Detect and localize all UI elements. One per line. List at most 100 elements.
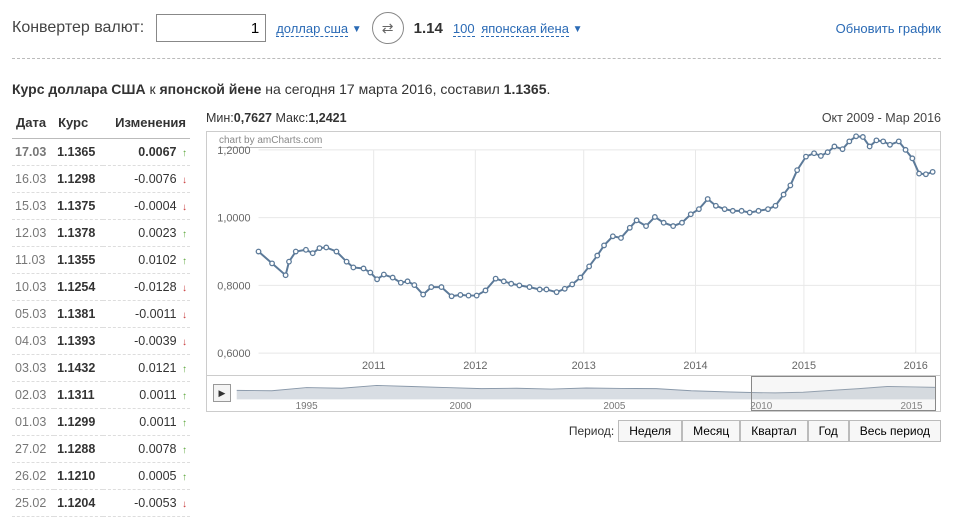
cell-rate: 1.1298 — [54, 166, 103, 193]
to-currency-label[interactable]: японская йена — [481, 21, 569, 37]
table-row: 10.031.1254-0.0128 ↓ — [12, 274, 190, 301]
cell-rate: 1.1311 — [54, 382, 103, 409]
cell-date: 01.03 — [12, 409, 54, 436]
cell-chg: -0.0039 ↓ — [103, 328, 190, 355]
headline-rate: 1.1365 — [504, 81, 547, 97]
rates-header-row: Дата Курс Изменения — [12, 111, 190, 139]
content-row: Дата Курс Изменения 17.031.13650.0067 ↑1… — [12, 111, 941, 517]
table-row: 04.031.1393-0.0039 ↓ — [12, 328, 190, 355]
chart-range-label: Окт 2009 - Мар 2016 — [822, 111, 941, 125]
to-currency-prefix[interactable]: 100 — [453, 21, 475, 37]
th-rate: Курс — [54, 111, 103, 139]
table-row: 27.021.12880.0078 ↑ — [12, 436, 190, 463]
cell-rate: 1.1288 — [54, 436, 103, 463]
table-row: 17.031.13650.0067 ↑ — [12, 139, 190, 166]
cell-date: 02.03 — [12, 382, 54, 409]
chart-max-val: 1,2421 — [308, 111, 346, 125]
table-row: 11.031.13550.0102 ↑ — [12, 247, 190, 274]
chart-box[interactable]: chart by amCharts.com 0,60000,80001,0000… — [206, 131, 941, 376]
table-row: 12.031.13780.0023 ↑ — [12, 220, 190, 247]
cell-date: 10.03 — [12, 274, 54, 301]
cell-date: 05.03 — [12, 301, 54, 328]
cell-rate: 1.1381 — [54, 301, 103, 328]
cell-chg: 0.0121 ↑ — [103, 355, 190, 382]
chart-min-val: 0,7627 — [234, 111, 272, 125]
svg-text:2016: 2016 — [904, 360, 928, 372]
cell-date: 17.03 — [12, 139, 54, 166]
cell-chg: 0.0067 ↑ — [103, 139, 190, 166]
amount-input[interactable] — [156, 14, 266, 42]
period-button[interactable]: Месяц — [682, 420, 740, 442]
refresh-link[interactable]: Обновить график — [836, 21, 941, 36]
chart-min-label: Мин: — [206, 111, 234, 125]
cell-chg: 0.0023 ↑ — [103, 220, 190, 247]
svg-text:1,2000: 1,2000 — [217, 145, 250, 157]
period-label: Период: — [569, 424, 614, 438]
cell-date: 25.02 — [12, 490, 54, 517]
svg-text:2013: 2013 — [572, 360, 596, 372]
svg-text:2005: 2005 — [603, 401, 626, 411]
to-currency[interactable]: 100 японская йена ▼ — [453, 21, 583, 36]
chart-header: Мин:0,7627 Макс:1,2421 Окт 2009 - Мар 20… — [206, 111, 941, 131]
period-row: Период: НеделяМесяцКварталГодВесь период — [206, 420, 941, 442]
cell-rate: 1.1432 — [54, 355, 103, 382]
period-button[interactable]: Неделя — [618, 420, 682, 442]
table-row: 05.031.1381-0.0011 ↓ — [12, 301, 190, 328]
svg-text:2015: 2015 — [792, 360, 816, 372]
cell-rate: 1.1299 — [54, 409, 103, 436]
scrubber-box[interactable]: ▶ 19952000200520102015 — [206, 376, 941, 412]
period-button[interactable]: Год — [808, 420, 849, 442]
cell-date: 04.03 — [12, 328, 54, 355]
th-chg: Изменения — [103, 111, 190, 139]
period-button[interactable]: Весь период — [849, 420, 941, 442]
converter-title: Конвертер валют: — [12, 19, 144, 37]
svg-text:1,0000: 1,0000 — [217, 213, 250, 225]
cell-chg: 0.0005 ↑ — [103, 463, 190, 490]
cell-chg: -0.0076 ↓ — [103, 166, 190, 193]
headline-bold2: японской йене — [159, 81, 261, 97]
chart-svg[interactable]: 0,60000,80001,00001,20002011201220132014… — [207, 132, 940, 375]
headline-bold1: Курс доллара США — [12, 81, 146, 97]
converter-bar: Конвертер валют: доллар сша ▼ ⇄ 1.14 100… — [12, 12, 941, 59]
svg-text:1995: 1995 — [296, 401, 319, 411]
cell-date: 03.03 — [12, 355, 54, 382]
cell-rate: 1.1393 — [54, 328, 103, 355]
cell-rate: 1.1375 — [54, 193, 103, 220]
chevron-down-icon: ▼ — [573, 24, 583, 35]
table-row: 26.021.12100.0005 ↑ — [12, 463, 190, 490]
cell-chg: -0.0128 ↓ — [103, 274, 190, 301]
period-button[interactable]: Квартал — [740, 420, 807, 442]
svg-text:2014: 2014 — [683, 360, 707, 372]
from-currency[interactable]: доллар сша ▼ — [276, 21, 361, 36]
svg-text:2012: 2012 — [463, 360, 487, 372]
svg-text:2011: 2011 — [362, 360, 385, 372]
cell-rate: 1.1365 — [54, 139, 103, 166]
swap-button[interactable]: ⇄ — [372, 12, 404, 44]
cell-chg: 0.0102 ↑ — [103, 247, 190, 274]
cell-date: 15.03 — [12, 193, 54, 220]
cell-rate: 1.1355 — [54, 247, 103, 274]
cell-rate: 1.1204 — [54, 490, 103, 517]
cell-date: 12.03 — [12, 220, 54, 247]
result-value: 1.14 — [414, 20, 443, 37]
chevron-down-icon: ▼ — [352, 24, 362, 35]
cell-rate: 1.1378 — [54, 220, 103, 247]
cell-date: 27.02 — [12, 436, 54, 463]
cell-chg: 0.0011 ↑ — [103, 409, 190, 436]
chart-max-label: Макс: — [276, 111, 309, 125]
cell-date: 16.03 — [12, 166, 54, 193]
cell-chg: 0.0011 ↑ — [103, 382, 190, 409]
table-row: 01.031.12990.0011 ↑ — [12, 409, 190, 436]
cell-chg: -0.0004 ↓ — [103, 193, 190, 220]
cell-date: 11.03 — [12, 247, 54, 274]
scrubber-selection[interactable] — [751, 376, 936, 411]
from-currency-label[interactable]: доллар сша — [276, 21, 348, 37]
cell-rate: 1.1210 — [54, 463, 103, 490]
rates-table: Дата Курс Изменения 17.031.13650.0067 ↑1… — [12, 111, 190, 517]
headline: Курс доллара США к японской йене на сего… — [12, 81, 941, 97]
svg-text:0,6000: 0,6000 — [217, 348, 250, 360]
cell-date: 26.02 — [12, 463, 54, 490]
cell-chg: -0.0053 ↓ — [103, 490, 190, 517]
th-date: Дата — [12, 111, 54, 139]
table-row: 15.031.1375-0.0004 ↓ — [12, 193, 190, 220]
